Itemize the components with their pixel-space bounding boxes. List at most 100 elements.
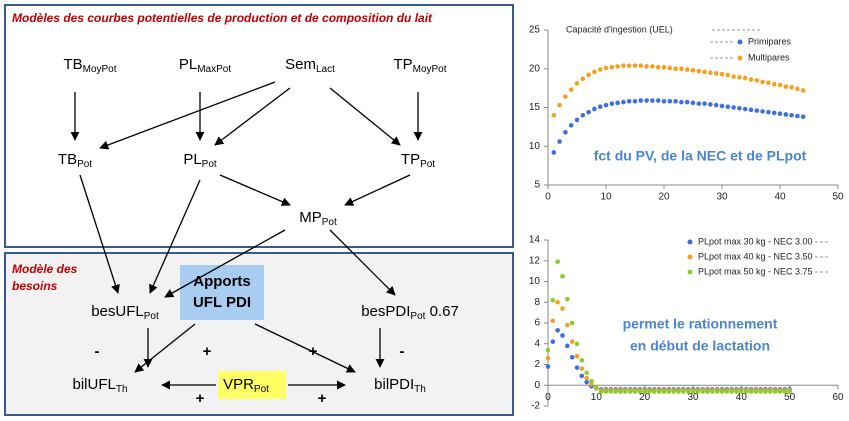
point: [787, 389, 792, 394]
point: [795, 113, 800, 119]
point: [724, 389, 730, 394]
point: [621, 63, 626, 68]
y-tick-label: 14: [529, 235, 541, 246]
point: [574, 365, 580, 370]
point: [580, 76, 586, 82]
legend-marker: [737, 39, 743, 45]
point: [621, 99, 626, 105]
y-tick-label: 15: [529, 102, 541, 113]
point: [661, 99, 667, 104]
point: [597, 104, 603, 110]
y-tick-label: 25: [529, 25, 541, 36]
point: [777, 389, 783, 394]
point: [626, 63, 632, 68]
point: [696, 101, 702, 106]
node-base: VPR: [223, 376, 254, 393]
node-base: bilUFL: [72, 376, 115, 393]
point: [598, 389, 604, 394]
node: PLPot: [183, 151, 217, 170]
point: [795, 86, 800, 92]
node: bilPDITh: [374, 376, 426, 395]
node: VPRPot: [223, 376, 269, 395]
y-tick-label: 10: [529, 276, 541, 287]
point: [754, 108, 760, 113]
point: [725, 72, 731, 78]
bottom-title: Modèle des: [12, 262, 78, 276]
node-base: MP: [299, 209, 322, 226]
point: [638, 63, 644, 68]
node-sub: Pot: [420, 159, 435, 170]
point: [742, 106, 748, 112]
node-sub: Th: [116, 384, 128, 395]
point: [551, 112, 557, 118]
top-title: Modèles des courbes potentielles de prod…: [12, 11, 433, 25]
legend-marker: [687, 269, 693, 275]
chart-title: Capacité d'ingestion (UEL): [566, 24, 673, 34]
point: [574, 353, 580, 359]
node-sub: MoyPot: [83, 64, 117, 75]
point: [725, 104, 731, 110]
point: [603, 65, 609, 71]
point: [719, 71, 725, 77]
node-base: TP: [401, 151, 420, 168]
point: [800, 114, 806, 120]
x-tick-label: 40: [774, 192, 786, 203]
point: [615, 100, 620, 106]
x-tick-label: 0: [545, 392, 551, 403]
node-sub: Lact: [316, 64, 335, 75]
node-base: TB: [63, 56, 82, 73]
point: [650, 64, 655, 69]
point: [676, 389, 681, 394]
x-tick-label: 50: [784, 392, 796, 403]
point: [551, 150, 557, 155]
y-tick-label: 20: [529, 63, 541, 74]
point: [609, 101, 615, 106]
point: [555, 259, 560, 265]
point: [690, 100, 696, 106]
point: [696, 68, 702, 74]
point: [652, 389, 657, 394]
point: [647, 389, 652, 394]
point: [742, 75, 748, 81]
legend-label: PLpot max 40 kg - NEC 3.50: [698, 251, 813, 261]
point: [753, 389, 759, 394]
legend-label: Multipares: [748, 52, 790, 62]
x-tick-label: 30: [716, 192, 728, 203]
node-base: PL: [179, 56, 197, 73]
vpr-box: [218, 371, 286, 399]
annotation: permet le rationnement: [623, 316, 778, 332]
point: [702, 101, 707, 106]
node: MPPot: [299, 209, 337, 228]
point: [681, 389, 686, 394]
point: [731, 74, 736, 79]
point: [603, 102, 609, 108]
point: [545, 347, 551, 353]
point: [644, 64, 649, 69]
node: TPMoyPot: [393, 56, 446, 75]
point: [708, 70, 713, 75]
node-sub: Pot: [77, 159, 92, 170]
y-tick-label: 4: [534, 338, 540, 349]
legend-marker: [687, 239, 693, 245]
x-tick-label: 40: [736, 392, 748, 403]
node-sub: MaxPot: [197, 64, 231, 75]
x-tick-label: 10: [600, 192, 612, 203]
point: [637, 389, 643, 394]
point: [656, 389, 662, 394]
point: [565, 343, 570, 349]
point: [685, 389, 691, 394]
point: [748, 389, 754, 394]
node: besPDIPot 0.67: [361, 303, 459, 322]
point: [592, 69, 597, 75]
node-base: Sem: [285, 56, 316, 73]
legend-marker: [737, 55, 743, 61]
point: [671, 389, 676, 394]
point: [550, 318, 556, 324]
point: [592, 106, 597, 112]
sign: +: [196, 390, 205, 407]
point: [771, 110, 777, 116]
point: [574, 117, 580, 123]
point: [632, 389, 638, 394]
node-base: TB: [58, 151, 77, 168]
point: [719, 103, 725, 109]
